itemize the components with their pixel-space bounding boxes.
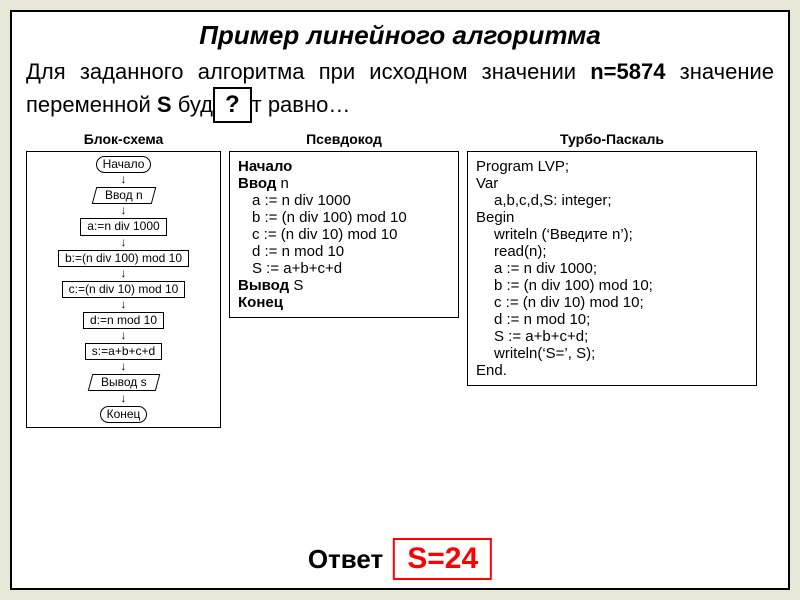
flowchart-panel: Начало ↓ Ввод n ↓ a:=n div 1000 ↓ b:=(n div 10… [26,151,221,428]
pascal-line: End. [476,362,748,379]
page-title: Пример линейного алгоритма [26,20,774,51]
pseudocode-line: c := (n div 10) mod 10 [238,226,450,243]
flowchart-node: s:=a+b+c+d [85,343,162,360]
pseudocode-panel: НачалоВвод na := n div 1000b := (n div 1… [229,151,459,318]
flowchart-node: Вывод s [87,374,159,391]
columns-row: Блок-схема Начало ↓ Ввод n ↓ a:=n div 1000 ↓ b… [26,131,774,428]
desc-bold-s: S [157,92,178,117]
pseudocode-line: Ввод n [238,175,450,192]
flowchart-arrow-icon: ↓ [121,206,127,216]
pascal-line: read(n); [476,243,748,260]
flowchart-node: b:=(n div 100) mod 10 [58,250,189,267]
pascal-line: writeln (‘Введите n’); [476,226,748,243]
pascal-header: Турбо-Паскаль [467,131,757,147]
pascal-line: d := n mod 10; [476,311,748,328]
question-mark-box: ? [213,87,252,123]
pascal-line: b := (n div 100) mod 10; [476,277,748,294]
pascal-line: a,b,c,d,S: integer; [476,192,748,209]
flowchart-node: Начало [96,156,152,173]
answer-box: S=24 [393,538,492,580]
pascal-line: Begin [476,209,748,226]
flowchart-arrow-icon: ↓ [121,269,127,279]
flowchart-arrow-icon: ↓ [121,362,127,372]
answer-label: Ответ [308,544,383,575]
desc-part1: Для заданного алгоритма при исходном зна… [26,59,590,84]
pascal-panel: Program LVP;Vara,b,c,d,S: integer;Beginw… [467,151,757,386]
pseudocode-header: Псевдокод [229,131,459,147]
flowchart-node: c:=(n div 10) mod 10 [62,281,186,298]
flowchart-node: Ввод n [91,187,155,204]
flowchart-arrow-icon: ↓ [121,300,127,310]
pseudocode-line: Начало [238,158,450,175]
pascal-line: a := n div 1000; [476,260,748,277]
main-frame: Пример линейного алгоритма Для заданного… [10,10,790,590]
flowchart-arrow-icon: ↓ [121,394,127,404]
flowchart-node: Конец [100,406,148,423]
desc-part3: буд [178,92,213,117]
desc-part4: т равно… [252,92,351,117]
flowchart-arrow-icon: ↓ [121,175,127,185]
pseudocode-line: Конец [238,294,450,311]
pascal-line: c := (n div 10) mod 10; [476,294,748,311]
flowchart-arrow-icon: ↓ [121,331,127,341]
problem-description: Для заданного алгоритма при исходном зна… [26,57,774,123]
pascal-line: Program LVP; [476,158,748,175]
pascal-line: Var [476,175,748,192]
flowchart-arrow-icon: ↓ [121,238,127,248]
flowchart-column: Блок-схема Начало ↓ Ввод n ↓ a:=n div 1000 ↓ b… [26,131,221,428]
flowchart-node: d:=n mod 10 [83,312,164,329]
answer-row: Ответ S=24 [308,538,492,580]
pseudocode-column: Псевдокод НачалоВвод na := n div 1000b :… [229,131,459,318]
pascal-line: writeln(‘S=’, S); [476,345,748,362]
pascal-line: S := a+b+c+d; [476,328,748,345]
pseudocode-line: a := n div 1000 [238,192,450,209]
pseudocode-line: b := (n div 100) mod 10 [238,209,450,226]
flowchart-node: a:=n div 1000 [80,218,166,235]
desc-bold-n: n=5874 [590,59,665,84]
pseudocode-line: d := n mod 10 [238,243,450,260]
flowchart-header: Блок-схема [26,131,221,147]
pascal-column: Турбо-Паскаль Program LVP;Vara,b,c,d,S: … [467,131,757,386]
pseudocode-line: S := a+b+c+d [238,260,450,277]
pseudocode-line: Вывод S [238,277,450,294]
